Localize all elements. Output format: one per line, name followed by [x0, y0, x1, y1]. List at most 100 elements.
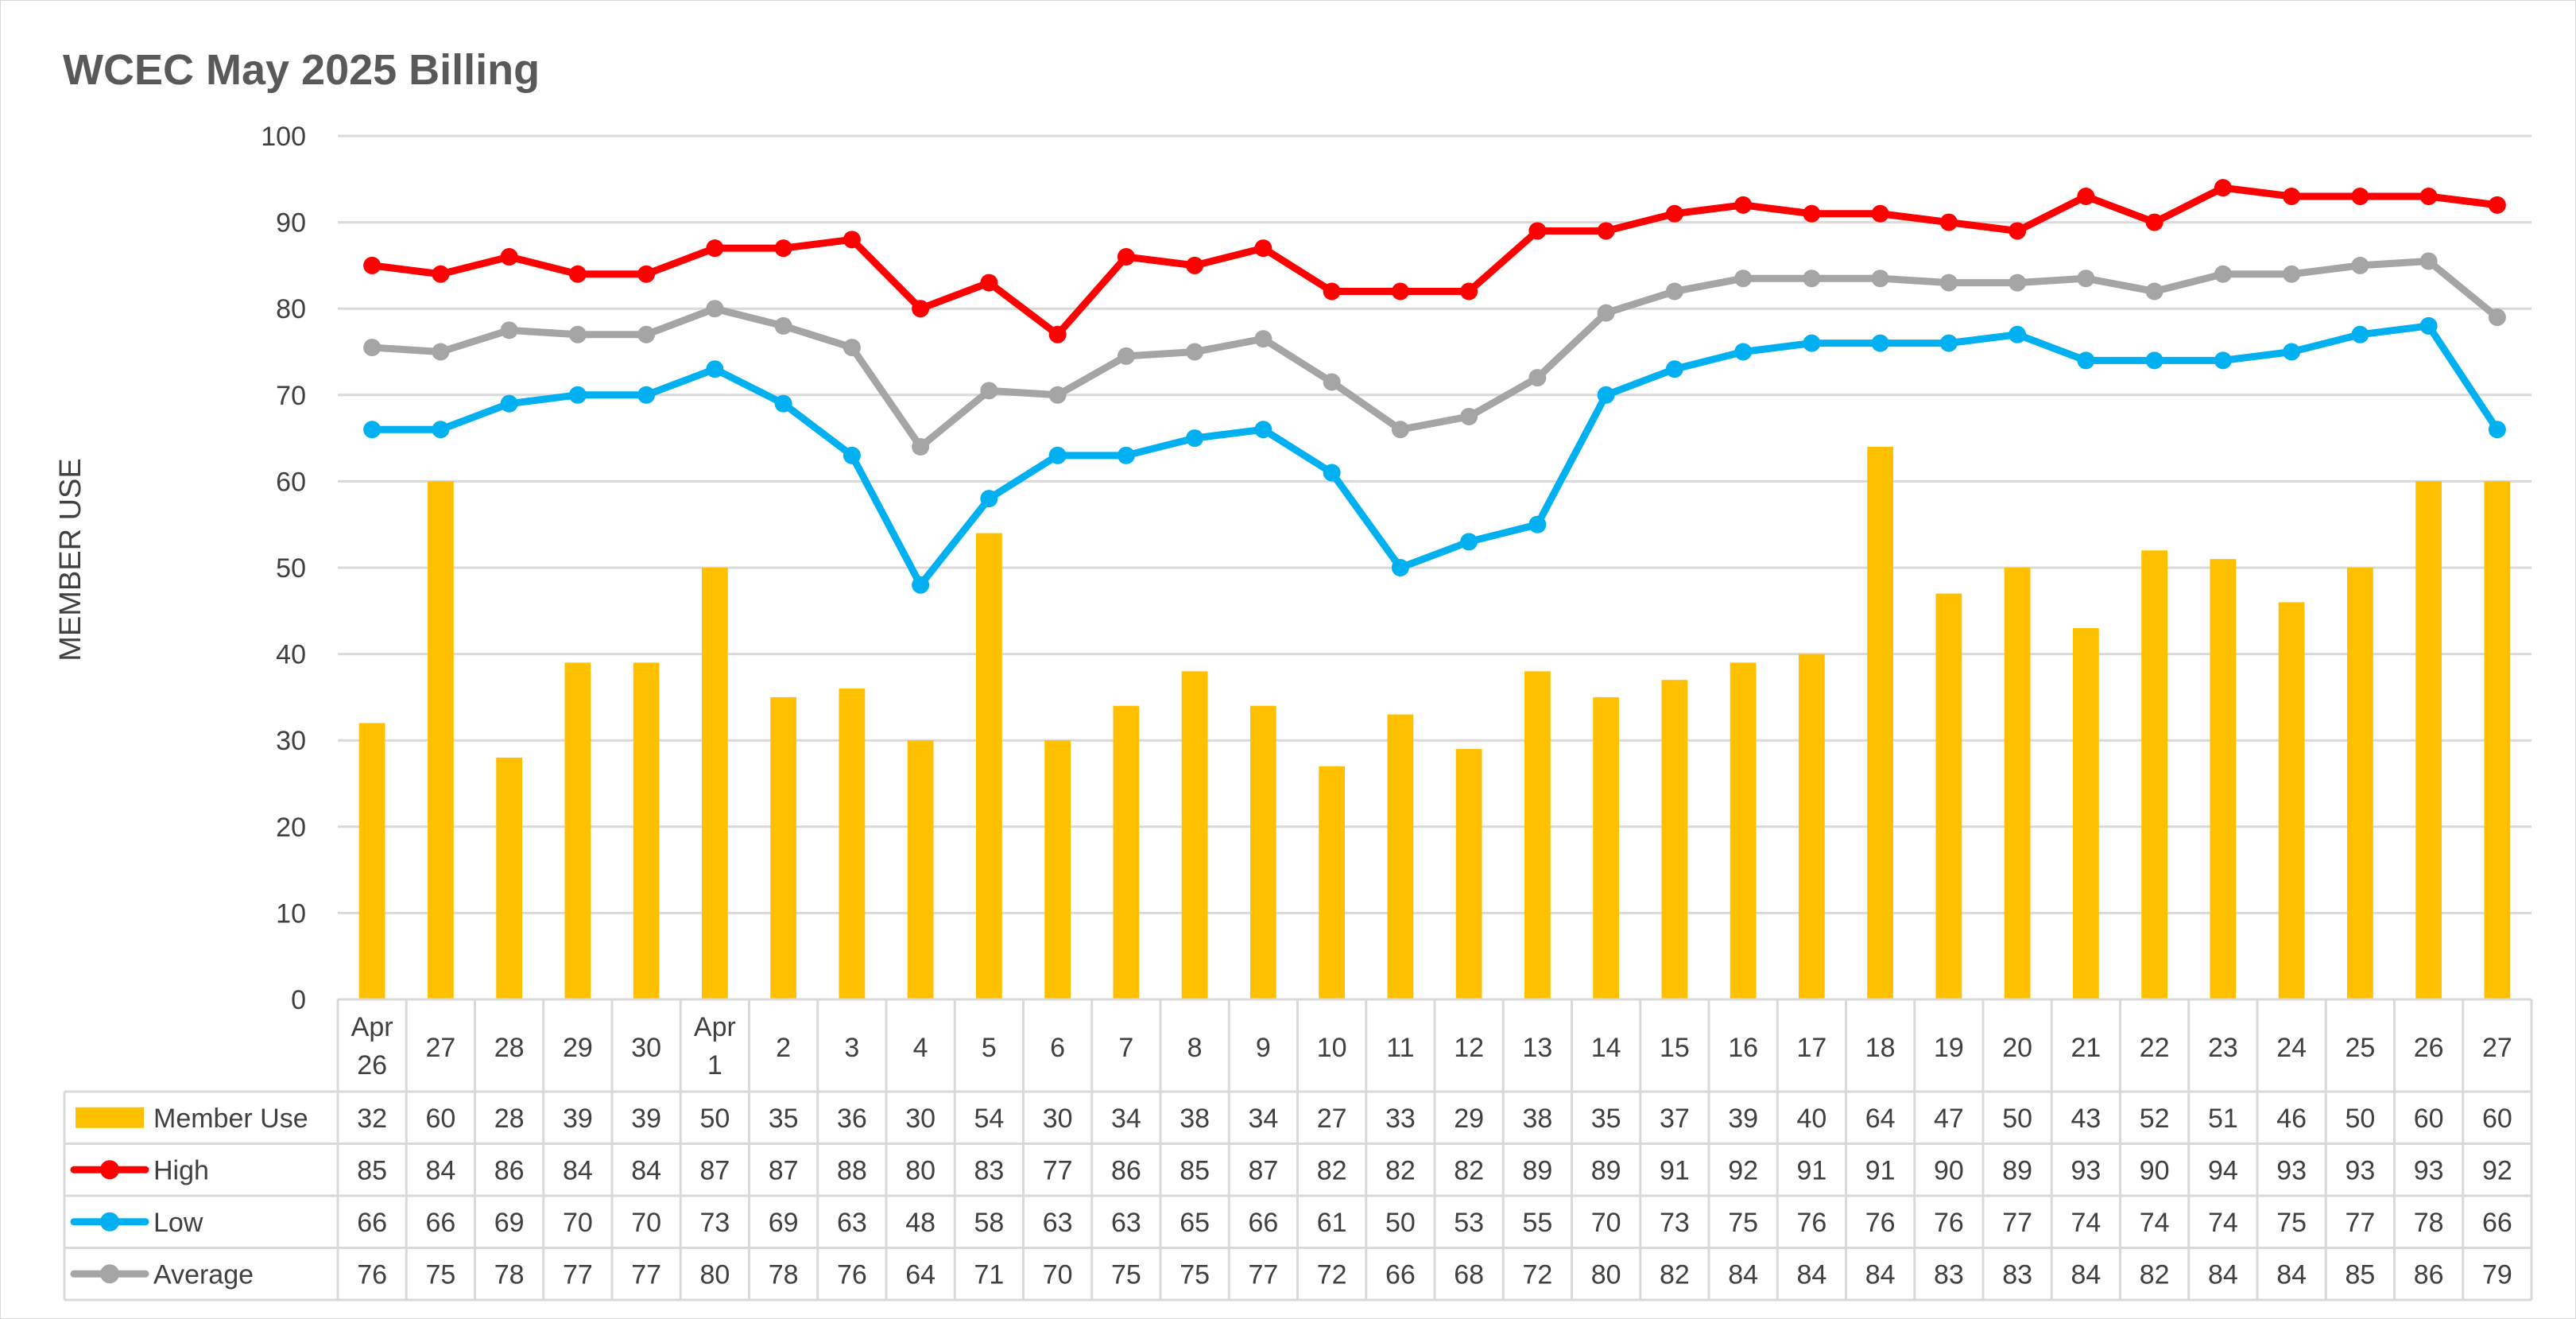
- data-point: [1117, 347, 1135, 365]
- bar: [2072, 628, 2099, 999]
- x-tick-label: 9: [1256, 1033, 1271, 1063]
- data-label: 66: [1248, 1208, 1278, 1238]
- data-point: [1254, 330, 1273, 348]
- data-label: 28: [494, 1104, 525, 1134]
- data-label: 64: [905, 1259, 935, 1290]
- data-label: 63: [1111, 1208, 1141, 1238]
- y-tick-label: 10: [276, 898, 306, 929]
- data-point: [2077, 351, 2095, 370]
- data-point: [2077, 188, 2095, 206]
- data-label: 91: [1660, 1155, 1690, 1185]
- data-label: 29: [1454, 1104, 1484, 1134]
- data-label: 79: [2482, 1259, 2512, 1290]
- bar: [1661, 680, 1688, 999]
- data-point: [1734, 343, 1753, 361]
- data-point: [1803, 204, 1821, 223]
- data-point: [774, 316, 792, 335]
- data-point: [2351, 325, 2369, 343]
- data-label: 83: [1934, 1259, 1964, 1290]
- data-label: 52: [2140, 1104, 2170, 1134]
- data-label: 83: [2002, 1259, 2032, 1290]
- data-label: 39: [1728, 1104, 1758, 1134]
- y-axis-label: MEMBER USE: [54, 458, 87, 661]
- data-label: 93: [2414, 1155, 2444, 1185]
- data-point: [1048, 325, 1067, 343]
- data-label: 53: [1454, 1208, 1484, 1238]
- legend-key: [76, 1107, 144, 1128]
- data-label: 54: [974, 1104, 1004, 1134]
- data-point: [2009, 325, 2027, 343]
- data-label: 50: [699, 1104, 730, 1134]
- data-point: [500, 394, 518, 413]
- x-tick-label: 6: [1050, 1033, 1065, 1063]
- series-line: [368, 322, 2501, 589]
- data-point: [706, 360, 724, 378]
- data-point: [2419, 316, 2438, 335]
- y-tick-label: 90: [276, 208, 306, 239]
- data-point: [568, 265, 587, 283]
- x-tick-label: 12: [1454, 1033, 1484, 1063]
- data-point: [912, 300, 930, 318]
- data-point: [432, 421, 450, 439]
- data-label: 88: [837, 1155, 867, 1185]
- legend-label: High: [153, 1155, 209, 1185]
- series-line: [368, 257, 2501, 451]
- data-label: 34: [1111, 1104, 1141, 1134]
- data-label: 75: [1728, 1208, 1758, 1238]
- data-label: 73: [1660, 1208, 1690, 1238]
- bar: [1113, 705, 1140, 999]
- data-point: [706, 300, 724, 318]
- data-point: [2419, 188, 2438, 206]
- x-tick-label: 24: [2276, 1033, 2307, 1063]
- data-label: 85: [1180, 1155, 1210, 1185]
- data-label: 90: [2140, 1155, 2170, 1185]
- data-label: 92: [2482, 1155, 2512, 1185]
- x-tick-label: 10: [1317, 1033, 1347, 1063]
- data-point: [912, 437, 930, 456]
- data-label: 35: [1591, 1104, 1621, 1134]
- x-tick-label: 23: [2208, 1033, 2238, 1063]
- data-point: [1460, 407, 1478, 425]
- data-point: [774, 394, 792, 413]
- data-point: [2145, 213, 2163, 231]
- data-point: [2351, 188, 2369, 206]
- bar: [2346, 568, 2373, 999]
- data-point: [568, 325, 587, 343]
- x-tick-label: 3: [844, 1033, 859, 1063]
- data-label: 77: [2002, 1208, 2032, 1238]
- data-label: 82: [1317, 1155, 1347, 1185]
- data-point: [500, 321, 518, 339]
- data-point: [980, 382, 998, 400]
- data-point: [2214, 179, 2232, 197]
- data-label: 84: [631, 1155, 661, 1185]
- data-label: 89: [2002, 1155, 2032, 1185]
- data-label: 87: [1248, 1155, 1278, 1185]
- data-label: 77: [2345, 1208, 2375, 1238]
- chart-title: WCEC May 2025 Billing: [63, 46, 540, 94]
- y-tick-label: 20: [276, 813, 306, 843]
- y-tick-label: 70: [276, 381, 306, 411]
- data-point: [1597, 222, 1615, 240]
- data-label: 50: [1385, 1208, 1416, 1238]
- data-label: 66: [425, 1208, 455, 1238]
- data-label: 77: [631, 1259, 661, 1290]
- data-label: 85: [357, 1155, 387, 1185]
- data-label: 60: [2482, 1104, 2512, 1134]
- bar: [701, 568, 728, 999]
- data-point: [432, 343, 450, 361]
- data-label: 40: [1796, 1104, 1826, 1134]
- data-point: [2283, 265, 2301, 283]
- data-label: 75: [1111, 1259, 1141, 1290]
- data-label: 63: [1043, 1208, 1073, 1238]
- data-label: 76: [1934, 1208, 1964, 1238]
- data-label: 84: [2208, 1259, 2238, 1290]
- data-label: 30: [905, 1104, 935, 1134]
- data-label: 33: [1385, 1104, 1416, 1134]
- data-point: [363, 421, 382, 439]
- bar: [1524, 671, 1551, 999]
- data-point: [2077, 270, 2095, 288]
- bar: [1593, 696, 1620, 999]
- data-point: [1323, 373, 1341, 391]
- x-tick-label: 16: [1728, 1033, 1758, 1063]
